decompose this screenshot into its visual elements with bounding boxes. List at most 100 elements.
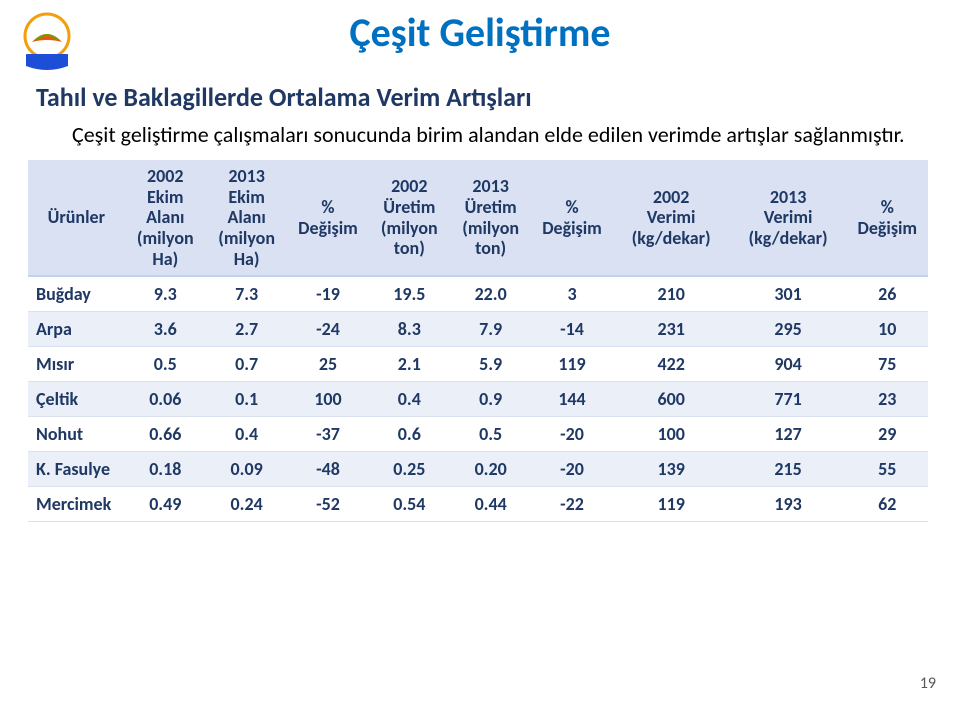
table-cell: 55 <box>847 452 928 487</box>
table-cell: 904 <box>730 347 847 382</box>
header-line: % <box>851 197 924 218</box>
header-line: (kg/dekar) <box>734 228 843 249</box>
table-cell: -52 <box>287 487 368 522</box>
row-label: K. Fasulye <box>28 452 125 487</box>
table-cell: 119 <box>613 487 730 522</box>
table-cell: 19.5 <box>369 276 450 312</box>
table-cell: 0.18 <box>125 452 206 487</box>
row-label: Buğday <box>28 276 125 312</box>
table-cell: 0.66 <box>125 417 206 452</box>
table-cell: 0.25 <box>369 452 450 487</box>
caption-text: Çeşit geliştirme çalışmaları sonucunda b… <box>72 121 960 148</box>
row-label: Arpa <box>28 312 125 347</box>
table-cell: 75 <box>847 347 928 382</box>
table-header-cell: 2013EkimAlanı(milyon Ha) <box>206 160 287 276</box>
header-line: 2002 <box>129 166 202 187</box>
table-row: Arpa3.62.7-248.37.9-1423129510 <box>28 312 928 347</box>
header-line: % <box>291 197 364 218</box>
table-cell: -48 <box>287 452 368 487</box>
header-line: Üretim <box>454 197 527 218</box>
table-header-row: Ürünler2002EkimAlanı(milyon Ha)2013EkimA… <box>28 160 928 276</box>
table-header-cell: %Değişim <box>531 160 612 276</box>
table-cell: 144 <box>531 382 612 417</box>
table-row: Çeltik0.060.11000.40.914460077123 <box>28 382 928 417</box>
header-line: Ekim <box>129 187 202 208</box>
table-row: Buğday9.37.3-1919.522.0321030126 <box>28 276 928 312</box>
table-cell: -14 <box>531 312 612 347</box>
table-header-cell: 2002Üretim(milyon ton) <box>369 160 450 276</box>
table-header-cell: 2002Verimi(kg/dekar) <box>613 160 730 276</box>
table-cell: 215 <box>730 452 847 487</box>
table-cell: 0.06 <box>125 382 206 417</box>
table-cell: 23 <box>847 382 928 417</box>
row-label: Nohut <box>28 417 125 452</box>
header-line: (milyon Ha) <box>210 228 283 269</box>
table-row: Nohut0.660.4-370.60.5-2010012729 <box>28 417 928 452</box>
table-cell: 22.0 <box>450 276 531 312</box>
table-cell: 10 <box>847 312 928 347</box>
header-line: % <box>535 197 608 218</box>
header-line: Verimi <box>734 207 843 228</box>
table-header-cell: 2013Üretim(milyon ton) <box>450 160 531 276</box>
table-cell: 0.9 <box>450 382 531 417</box>
table-cell: 0.4 <box>206 417 287 452</box>
table-cell: 7.3 <box>206 276 287 312</box>
table-cell: 771 <box>730 382 847 417</box>
table-cell: 210 <box>613 276 730 312</box>
table-cell: 3.6 <box>125 312 206 347</box>
table-cell: 7.9 <box>450 312 531 347</box>
table-cell: 26 <box>847 276 928 312</box>
table-cell: -19 <box>287 276 368 312</box>
table-cell: 2.1 <box>369 347 450 382</box>
header-line: Alanı <box>210 207 283 228</box>
table-cell: 0.7 <box>206 347 287 382</box>
table-cell: -22 <box>531 487 612 522</box>
table-cell: 0.6 <box>369 417 450 452</box>
table-cell: 0.20 <box>450 452 531 487</box>
table-header-cell: %Değişim <box>287 160 368 276</box>
table-row: Mısır0.50.7252.15.911942290475 <box>28 347 928 382</box>
row-label: Mısır <box>28 347 125 382</box>
table-cell: 0.1 <box>206 382 287 417</box>
table-cell: -20 <box>531 417 612 452</box>
table-cell: 5.9 <box>450 347 531 382</box>
table-cell: 3 <box>531 276 612 312</box>
header-line: Değişim <box>535 218 608 239</box>
header-line: (milyon ton) <box>454 218 527 259</box>
header-line: Ürünler <box>32 207 121 228</box>
subtitle: Tahıl ve Baklagillerde Ortalama Verim Ar… <box>36 81 960 113</box>
table-cell: 0.5 <box>125 347 206 382</box>
table-cell: 0.09 <box>206 452 287 487</box>
table-cell: 8.3 <box>369 312 450 347</box>
page-number: 19 <box>920 674 936 693</box>
header-line: 2013 <box>734 187 843 208</box>
table-row: Mercimek0.490.24-520.540.44-2211919362 <box>28 487 928 522</box>
table-cell: 100 <box>613 417 730 452</box>
table-cell: 0.49 <box>125 487 206 522</box>
table-cell: 100 <box>287 382 368 417</box>
header-line: Değişim <box>291 218 364 239</box>
table-cell: 193 <box>730 487 847 522</box>
page-title: Çeşit Geliştirme <box>0 0 960 57</box>
table-cell: 0.44 <box>450 487 531 522</box>
table-cell: 119 <box>531 347 612 382</box>
header-line: 2013 <box>454 176 527 197</box>
table-cell: 0.54 <box>369 487 450 522</box>
header-line: 2002 <box>617 187 726 208</box>
header-line: Değişim <box>851 218 924 239</box>
yield-table: Ürünler2002EkimAlanı(milyon Ha)2013EkimA… <box>28 160 928 522</box>
table-cell: 29 <box>847 417 928 452</box>
ministry-logo <box>12 8 82 78</box>
table-cell: 127 <box>730 417 847 452</box>
table-cell: 0.24 <box>206 487 287 522</box>
table-cell: 2.7 <box>206 312 287 347</box>
table-header-cell: 2013Verimi(kg/dekar) <box>730 160 847 276</box>
table-cell: 422 <box>613 347 730 382</box>
table-cell: 0.5 <box>450 417 531 452</box>
table-cell: 25 <box>287 347 368 382</box>
table-header-cell: %Değişim <box>847 160 928 276</box>
header-line: Verimi <box>617 207 726 228</box>
table-cell: 231 <box>613 312 730 347</box>
table-cell: 62 <box>847 487 928 522</box>
header-line: (kg/dekar) <box>617 228 726 249</box>
